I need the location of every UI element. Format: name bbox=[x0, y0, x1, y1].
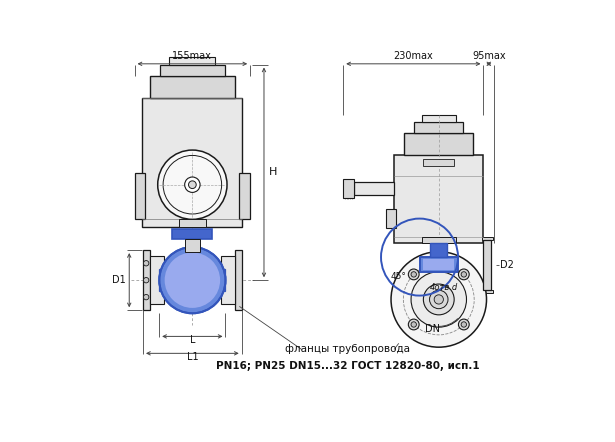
Circle shape bbox=[143, 278, 149, 283]
Bar bbox=[386, 209, 395, 228]
Text: PN16; PN25 DN15...32 ГОСТ 12820-80, исп.1: PN16; PN25 DN15...32 ГОСТ 12820-80, исп.… bbox=[216, 361, 480, 371]
Circle shape bbox=[423, 284, 454, 315]
Bar bbox=[196, 270, 226, 291]
Text: D2: D2 bbox=[499, 260, 514, 270]
Bar bbox=[482, 290, 493, 293]
Circle shape bbox=[189, 181, 196, 189]
Bar bbox=[394, 155, 483, 243]
Bar bbox=[483, 240, 491, 290]
Circle shape bbox=[458, 319, 469, 330]
Circle shape bbox=[391, 251, 486, 347]
Text: L: L bbox=[189, 335, 195, 345]
Bar bbox=[159, 270, 189, 291]
Circle shape bbox=[143, 260, 149, 266]
Text: L1: L1 bbox=[186, 352, 198, 362]
Circle shape bbox=[157, 150, 227, 219]
Text: 230max: 230max bbox=[394, 51, 433, 61]
Bar bbox=[235, 250, 242, 310]
Circle shape bbox=[408, 319, 419, 330]
Bar bbox=[221, 256, 235, 304]
Circle shape bbox=[411, 272, 416, 277]
Circle shape bbox=[434, 295, 443, 304]
Bar bbox=[172, 229, 212, 240]
Bar bbox=[178, 219, 206, 227]
Circle shape bbox=[408, 269, 419, 280]
Circle shape bbox=[458, 269, 469, 280]
Bar bbox=[354, 182, 394, 195]
Circle shape bbox=[429, 290, 448, 309]
Bar bbox=[150, 76, 235, 98]
Circle shape bbox=[411, 272, 467, 327]
Circle shape bbox=[165, 252, 220, 308]
Circle shape bbox=[461, 272, 467, 277]
Circle shape bbox=[411, 322, 416, 327]
Text: H: H bbox=[269, 168, 277, 177]
Bar bbox=[430, 243, 447, 257]
Circle shape bbox=[184, 177, 200, 192]
Bar bbox=[142, 98, 242, 227]
Text: 155max: 155max bbox=[172, 51, 212, 61]
Bar bbox=[150, 256, 164, 304]
Text: фланцы трубопровода: фланцы трубопровода bbox=[285, 344, 410, 354]
Bar bbox=[343, 179, 354, 198]
Bar bbox=[414, 122, 464, 133]
Bar bbox=[423, 259, 454, 270]
Circle shape bbox=[461, 322, 467, 327]
Bar bbox=[423, 159, 454, 166]
Bar bbox=[404, 133, 474, 155]
Bar bbox=[482, 237, 493, 240]
Text: 95max: 95max bbox=[472, 51, 506, 61]
Bar bbox=[422, 114, 456, 122]
Circle shape bbox=[143, 294, 149, 300]
Bar bbox=[169, 57, 215, 65]
Text: DN: DN bbox=[425, 324, 440, 334]
Bar bbox=[135, 173, 145, 219]
Bar bbox=[143, 250, 150, 310]
Text: 4отв.d: 4отв.d bbox=[429, 282, 458, 292]
Circle shape bbox=[159, 247, 226, 313]
Bar bbox=[239, 173, 250, 219]
Bar bbox=[184, 240, 200, 251]
Bar bbox=[419, 257, 458, 272]
Bar bbox=[160, 65, 224, 76]
Bar bbox=[422, 237, 456, 243]
Text: 45°: 45° bbox=[391, 272, 407, 281]
Text: D1: D1 bbox=[112, 275, 125, 285]
